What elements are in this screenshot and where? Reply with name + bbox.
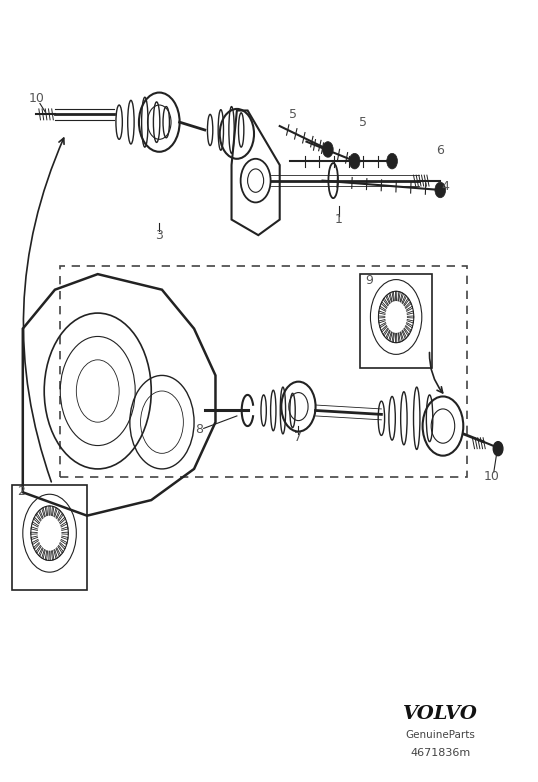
Text: 2: 2: [17, 485, 25, 497]
Text: GenuineParts: GenuineParts: [405, 730, 475, 741]
Text: 8: 8: [195, 424, 203, 436]
Text: 4: 4: [442, 181, 450, 193]
Circle shape: [349, 153, 360, 169]
Circle shape: [435, 182, 445, 198]
Text: VOLVO: VOLVO: [403, 705, 478, 723]
Circle shape: [322, 142, 333, 157]
Bar: [60, 267, 467, 477]
Text: 5: 5: [359, 116, 367, 129]
Text: 3: 3: [155, 228, 163, 242]
Text: 9: 9: [365, 274, 373, 287]
Text: 6: 6: [436, 145, 444, 157]
Text: 5: 5: [289, 108, 297, 121]
Text: 4671836m: 4671836m: [410, 748, 470, 759]
Text: 10: 10: [28, 92, 44, 106]
Bar: [12, 485, 87, 590]
Text: 7: 7: [294, 431, 302, 444]
Text: 1: 1: [335, 213, 343, 226]
Text: 10: 10: [483, 470, 499, 483]
Circle shape: [387, 153, 398, 169]
Bar: [360, 274, 432, 368]
Circle shape: [493, 442, 503, 456]
